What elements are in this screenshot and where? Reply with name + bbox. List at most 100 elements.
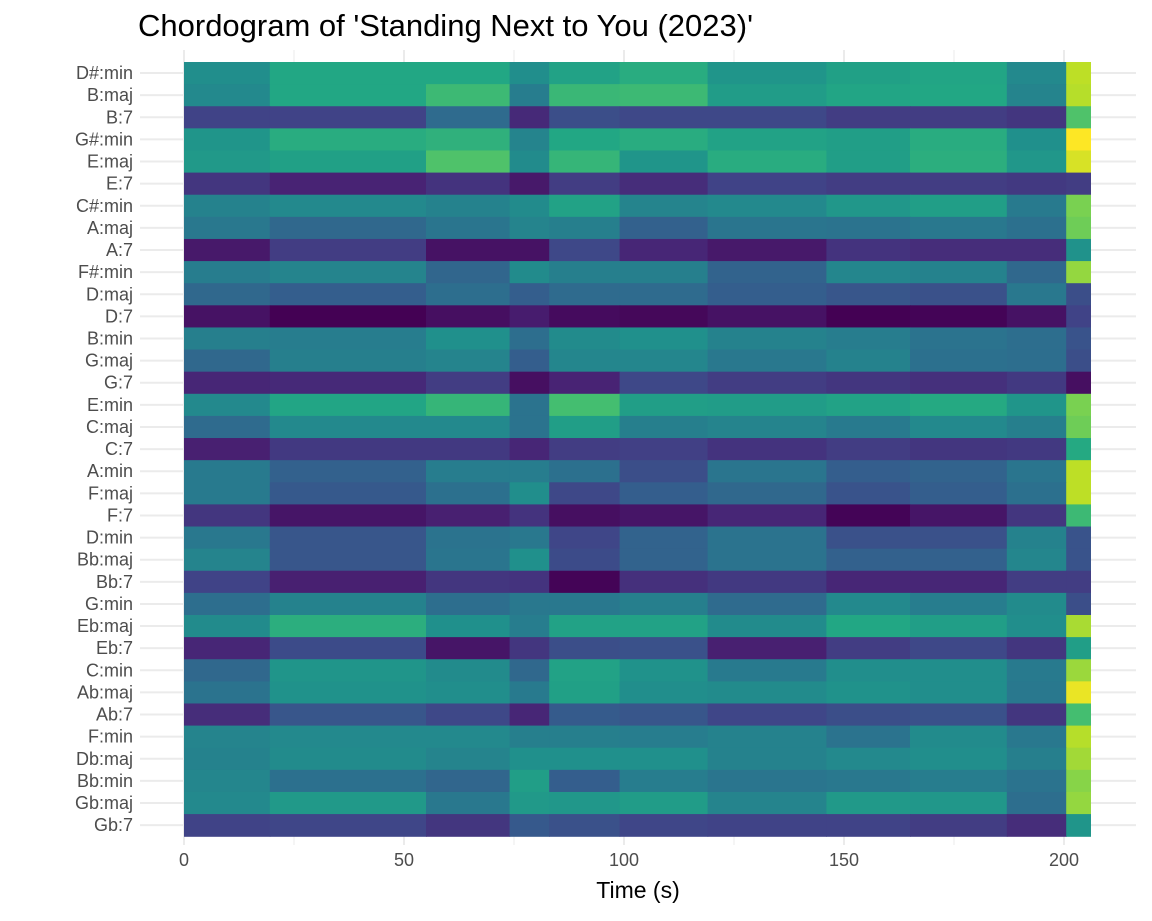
heatmap-cell [184,703,271,727]
heatmap-cell [910,659,1008,682]
heatmap-cell [426,791,511,815]
y-tick-label: Bb:7 [96,572,133,592]
heatmap-cell [509,106,550,129]
y-tick-label: Ab:7 [96,705,133,725]
heatmap-cell [826,769,911,793]
heatmap-cell [549,261,621,284]
heatmap-cell [910,570,1008,594]
heatmap-cell [619,172,709,196]
heatmap-cell [269,327,427,351]
heatmap-cell [509,482,550,505]
heatmap-cell [826,791,911,815]
heatmap-cell [509,681,550,705]
heatmap-cell [184,62,271,85]
heatmap-cell [826,216,911,240]
heatmap-cell [619,106,709,129]
heatmap-cell [509,747,550,771]
heatmap-cell [549,504,621,528]
heatmap-cell [549,438,621,461]
y-tick-label: Ab:maj [77,682,133,702]
heatmap-cell [184,261,271,284]
heatmap-cell [1006,84,1067,107]
heatmap-cell [910,393,1008,417]
heatmap-cell [707,415,827,439]
heatmap-cell [1066,615,1091,638]
y-tick-label: C:7 [105,439,133,459]
heatmap-cell [269,637,427,660]
heatmap-cell [1066,592,1091,616]
heatmap-cell [1066,504,1091,528]
heatmap-cell [549,194,621,218]
heatmap-cell [269,725,427,749]
heatmap-cell [826,592,911,616]
y-tick-label: E:min [87,395,133,415]
heatmap-cell [549,526,621,550]
heatmap-cell [269,615,427,638]
y-tick-label: Bb:min [77,771,133,791]
heatmap-cell [426,393,511,417]
heatmap-cell [549,305,621,329]
heatmap-cell [549,460,621,483]
heatmap-cell [426,62,511,85]
y-tick-label: Eb:7 [96,638,133,658]
heatmap-cell [269,371,427,395]
heatmap-cell [549,216,621,240]
heatmap-cell [826,659,911,682]
heatmap-cell [549,548,621,572]
heatmap-cell [826,106,911,129]
heatmap-cell [549,371,621,395]
heatmap-cell [826,482,911,505]
heatmap-cell [707,438,827,461]
heatmap-cell [1006,238,1067,262]
y-tick-label: Db:maj [76,749,133,769]
heatmap-cell [269,659,427,682]
heatmap-cell [549,615,621,638]
heatmap-cell [910,769,1008,793]
heatmap-cell [826,504,911,528]
heatmap-cell [619,592,709,616]
heatmap-cell [826,725,911,749]
heatmap-cell [910,615,1008,638]
heatmap-cell [910,814,1008,837]
y-tick-label: F:min [88,727,133,747]
heatmap-cell [509,791,550,815]
heatmap-cell [619,349,709,373]
heatmap-cell [184,637,271,660]
heatmap-cell [1066,261,1091,284]
heatmap-cell [269,128,427,152]
heatmap-cell [509,769,550,793]
heatmap-cell [269,62,427,85]
heatmap-cell [509,592,550,616]
heatmap-cell [426,769,511,793]
heatmap-cell [707,327,827,351]
heatmap-cell [1066,84,1091,107]
heatmap-cell [509,504,550,528]
heatmap-cell [509,615,550,638]
heatmap-cell [1066,681,1091,705]
heatmap-cell [619,261,709,284]
heatmap-cell [1006,570,1067,594]
heatmap-cell [910,548,1008,572]
chart-title: Chordogram of 'Standing Next to You (202… [138,8,754,43]
heatmap-cell [910,305,1008,329]
heatmap-cell [509,327,550,351]
y-tick-label: Bb:maj [77,550,133,570]
heatmap-cell [1006,637,1067,660]
heatmap-cell [1006,62,1067,85]
heatmap-cell [184,327,271,351]
heatmap-cell [910,526,1008,550]
y-tick-label: E:maj [87,152,133,172]
heatmap-cell [509,725,550,749]
x-axis-title: Time (s) [596,877,679,903]
heatmap-cell [184,238,271,262]
heatmap-cell [549,106,621,129]
heatmap-cell [184,283,271,306]
heatmap-cell [426,283,511,306]
heatmap-cell [509,703,550,727]
heatmap-cell [707,305,827,329]
y-tick-label: Gb:maj [75,793,133,813]
heatmap-cell [826,128,911,152]
heatmap-cell [269,548,427,572]
heatmap-cell [707,393,827,417]
heatmap-cell [826,548,911,572]
